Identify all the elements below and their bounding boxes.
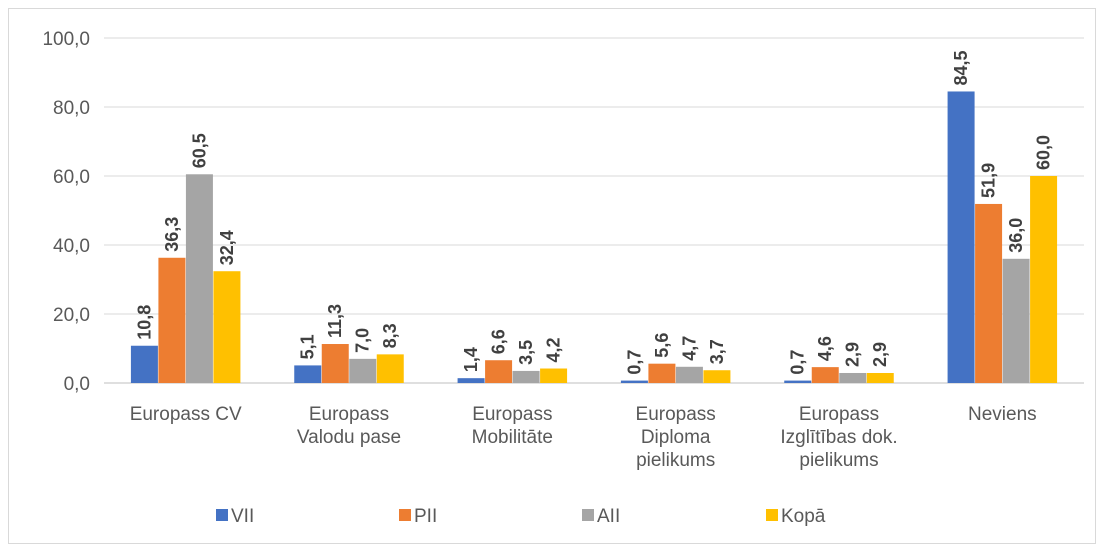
data-label: 4,7 [679,336,699,361]
bar-pii [975,203,1003,383]
category-label: Neviens [968,404,1037,425]
bar-kopā [703,370,731,383]
y-tick-label: 20,0 [53,305,90,326]
data-label: 4,2 [544,337,564,362]
legend-swatch [582,509,594,521]
bar-kopā [1030,176,1058,383]
data-label: 6,6 [489,329,509,354]
legend-swatch [766,509,778,521]
data-label: 32,4 [217,230,237,265]
category-label: Europass [309,404,389,425]
data-label: 3,5 [516,340,536,365]
category-label: Europass [636,404,716,425]
legend-label: VII [231,506,254,527]
y-tick-label: 100,0 [42,29,90,50]
data-label: 2,9 [843,342,863,367]
bar-vii [620,380,648,383]
data-label: 8,3 [380,323,400,348]
data-label: 4,6 [815,336,835,361]
bar-chart: 0,0 20,0 40,0 60,0 80,0 100,0 10,8 36,3 60,5 32,4… [42,29,1084,527]
bar-pii [811,367,839,383]
data-label: 36,0 [1006,218,1026,253]
category-label: Europass CV [130,404,242,425]
legend-swatch [399,509,411,521]
bar-vii [947,91,975,383]
data-label: 60,5 [189,133,209,168]
bar-kopā [540,368,568,383]
bar-pii [158,257,186,383]
data-label: 10,8 [134,305,154,340]
y-tick-label: 80,0 [53,98,90,119]
data-label: 60,0 [1034,135,1054,170]
bar-kopā [866,372,894,383]
data-label: 0,7 [624,350,644,375]
category-label: Europass [799,404,879,425]
legend-label: PII [414,506,437,527]
data-label: 2,9 [870,342,890,367]
data-label: 51,9 [979,163,999,198]
data-label: 1,4 [461,347,481,372]
chart-frame: 0,0 20,0 40,0 60,0 80,0 100,0 10,8 36,3 60,5 32,4… [8,8,1096,544]
data-label: 84,5 [951,50,971,85]
legend-swatch [216,509,228,521]
legend-label: AII [597,506,620,527]
data-label: 36,3 [162,217,182,252]
category-label: Valodu pase [297,427,401,448]
y-tick-label: 60,0 [53,167,90,188]
y-tick-label: 0,0 [64,374,90,395]
category-label: Europass [472,404,552,425]
category-label: Izglītības dok. [780,427,897,448]
bar-pii [485,360,513,383]
bar-aii [349,358,377,383]
y-tick-label: 40,0 [53,236,90,257]
category-label: pielikums [636,450,715,471]
bar-pii [648,363,676,383]
data-label: 5,1 [298,334,318,359]
category-label: pielikums [799,450,878,471]
data-label: 11,3 [325,304,345,338]
data-label: 5,6 [652,333,672,358]
legend-label: Kopā [781,506,826,527]
data-label: 0,7 [788,350,808,375]
bar-pii [321,344,349,383]
bar-vii [294,365,322,383]
bar-vii [457,378,485,383]
category-label: Mobilitāte [472,427,553,448]
bar-vii [130,345,158,383]
category-label: Diploma [641,427,711,448]
data-label: 7,0 [353,328,373,353]
bar-aii [1002,258,1030,383]
bar-vii [784,380,812,383]
bar-aii [839,372,867,383]
bar-aii [512,370,540,383]
bar-aii [185,174,213,383]
data-label: 3,7 [707,339,727,364]
bar-kopā [213,271,241,383]
bar-kopā [376,354,404,383]
bar-aii [675,366,703,383]
